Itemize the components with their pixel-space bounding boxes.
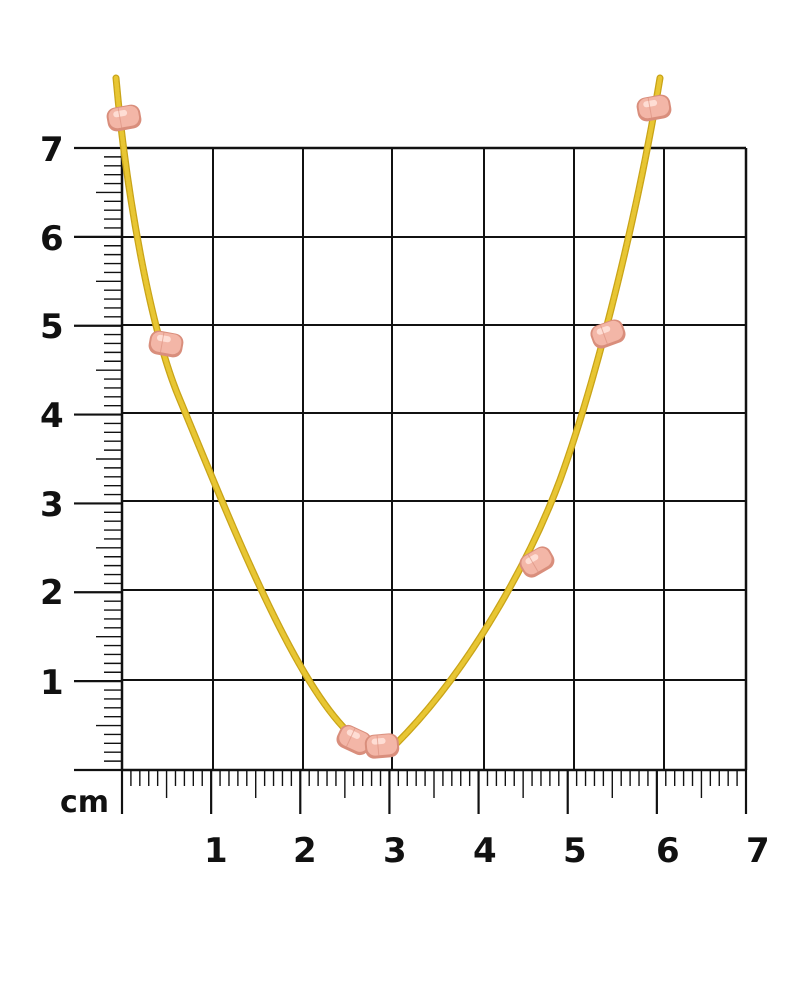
x-tick-label-3: 3 — [383, 831, 407, 871]
x-tick-label-2: 2 — [293, 831, 317, 871]
x-tick-label-7: 7 — [746, 831, 770, 871]
rose-gold-bead — [590, 319, 626, 349]
vertical-ruler-labels: 1 2 3 4 5 6 7 — [40, 130, 64, 703]
horizontal-ruler — [120, 770, 748, 814]
rose-gold-bead — [336, 724, 372, 756]
x-tick-label-4: 4 — [473, 831, 497, 871]
horizontal-ruler-labels: 1 2 3 4 5 6 7 — [204, 831, 770, 871]
y-tick-label-4: 4 — [40, 396, 64, 436]
y-tick-label-5: 5 — [40, 307, 64, 347]
rose-gold-bead — [636, 94, 672, 122]
rose-gold-bead — [106, 104, 142, 132]
y-tick-label-2: 2 — [40, 573, 64, 613]
x-tick-label-1: 1 — [204, 831, 228, 871]
y-tick-label-7: 7 — [40, 130, 64, 170]
rose-gold-bead — [148, 330, 184, 358]
y-tick-label-3: 3 — [40, 485, 64, 525]
rose-gold-bead — [519, 546, 555, 578]
vertical-ruler — [74, 146, 122, 772]
x-tick-label-5: 5 — [563, 831, 587, 871]
y-tick-label-1: 1 — [40, 663, 64, 703]
necklace-illustration — [106, 74, 672, 759]
y-tick-label-6: 6 — [40, 219, 64, 259]
grid-layer — [120, 146, 748, 772]
x-tick-label-6: 6 — [656, 831, 680, 871]
unit-label: cm — [60, 785, 109, 820]
rose-gold-bead — [364, 733, 400, 759]
